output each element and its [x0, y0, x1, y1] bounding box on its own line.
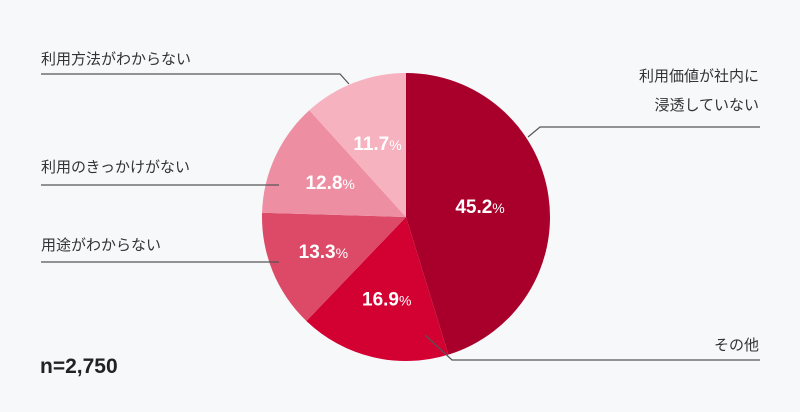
slice-label-1: その他: [714, 336, 759, 354]
slice-value-label-0: 45.2%: [455, 197, 504, 218]
pie-slice-0: [406, 73, 551, 355]
slice-label-0-line-1: 利用価値が社内に: [639, 67, 759, 85]
slice-label-0-line-2: 浸透していない: [654, 96, 759, 114]
pie-slice-2: [262, 212, 406, 321]
leader-line-1: [424, 334, 760, 361]
slice-label-3: 利用のきっかけがない: [41, 158, 190, 176]
slice-value-label-4: 11.7%: [353, 134, 401, 155]
slice-label-4: 利用方法がわからない: [41, 50, 191, 68]
slice-value-label-2: 13.3%: [299, 242, 348, 263]
leader-line-4: [41, 73, 350, 85]
leader-line-0: [527, 126, 760, 138]
pie-slice-4: [309, 73, 406, 217]
slice-value-label-1: 16.9%: [362, 289, 411, 310]
pie-slice-3: [262, 110, 406, 217]
slice-label-2: 用途がわからない: [41, 236, 161, 254]
sample-size-note: n=2,750: [40, 355, 118, 378]
pie-slice-1: [306, 217, 449, 361]
slice-value-label-3: 12.8%: [305, 173, 354, 194]
